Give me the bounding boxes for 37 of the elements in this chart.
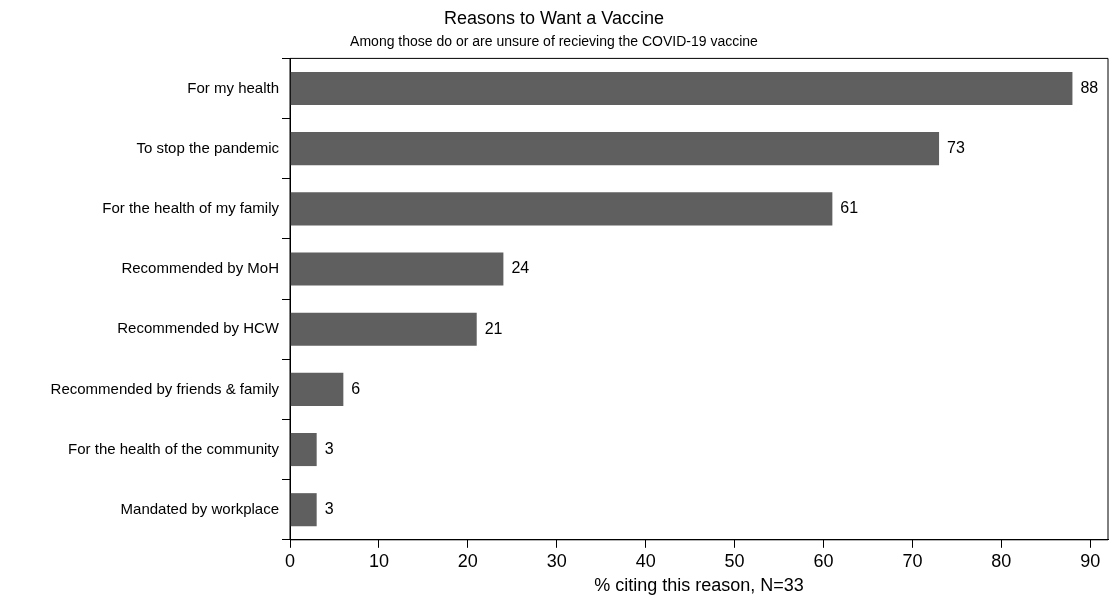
x-tick-label: 80 (991, 550, 1012, 571)
bar (290, 372, 344, 406)
data-label: 61 (840, 199, 859, 217)
x-tick-label: 40 (635, 550, 656, 571)
x-tick-label: 60 (813, 550, 834, 571)
bar (290, 432, 317, 467)
y-tick-label: For my health (187, 78, 279, 96)
bar (290, 132, 940, 166)
y-tick-label: For the health of my family (102, 198, 280, 216)
x-tick-label: 90 (1080, 550, 1101, 571)
chart-title: Reasons to Want a Vaccine (443, 7, 665, 28)
bar (290, 252, 504, 286)
bar (290, 493, 317, 527)
data-label: 88 (1080, 78, 1099, 96)
bar (290, 312, 477, 346)
x-axis-title: % citing this reason, N=33 (594, 575, 804, 596)
x-tick-label: 20 (457, 550, 478, 571)
data-label: 3 (324, 500, 334, 518)
y-tick-label: To stop the pandemic (136, 138, 280, 156)
y-tick-label: For the health of the community (68, 439, 280, 457)
bar (290, 71, 1073, 106)
data-label: 24 (511, 259, 530, 277)
data-label: 21 (484, 319, 503, 337)
y-tick-label: Recommended by MoH (121, 259, 279, 277)
x-tick-label: 10 (368, 550, 389, 571)
x-tick-label: 0 (284, 550, 296, 571)
x-tick-label: 70 (902, 550, 923, 571)
y-tick-label: Mandated by workplace (120, 499, 279, 517)
bar (290, 192, 833, 226)
chart-subtitle: Among those do or are unsure of recieving the COVID-19 vaccine (350, 32, 759, 49)
x-tick-label: 30 (546, 550, 567, 571)
x-tick-label: 50 (724, 550, 745, 571)
data-label: 6 (351, 379, 361, 397)
data-label: 73 (947, 139, 965, 157)
y-tick-label: Recommended by HCW (117, 319, 280, 337)
data-label: 3 (324, 439, 334, 457)
y-tick-label: Recommended by friends & family (50, 379, 280, 397)
